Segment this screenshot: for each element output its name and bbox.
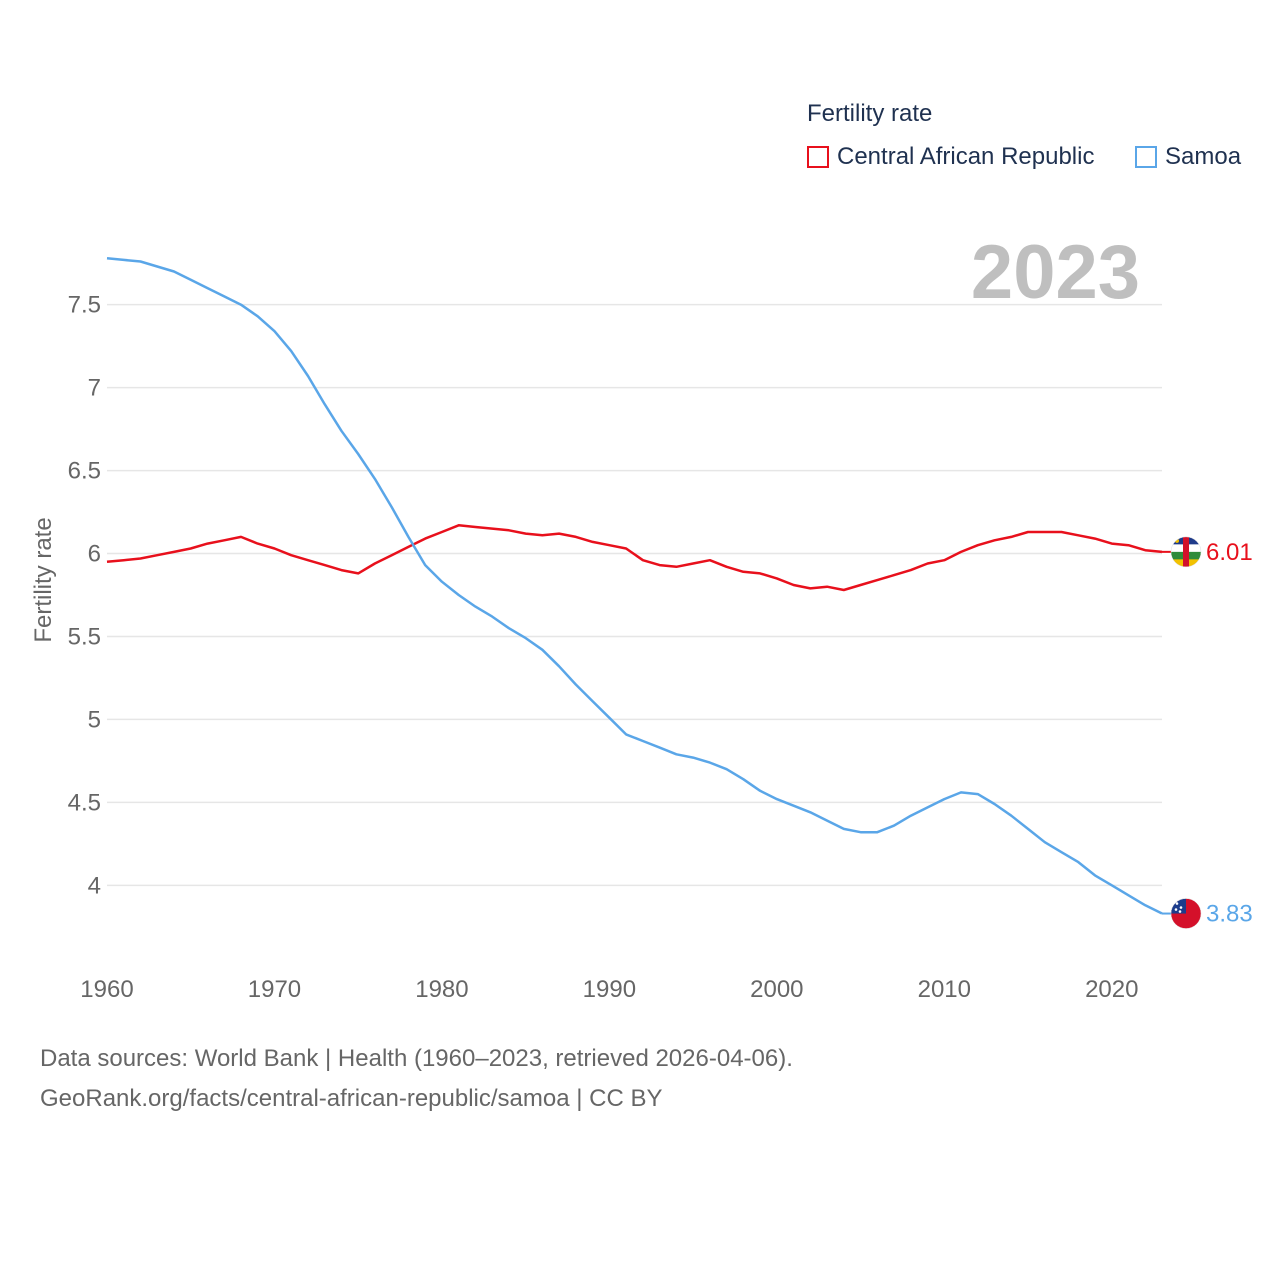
y-axis-title: Fertility rate (30, 517, 57, 642)
legend-label: Samoa (1165, 143, 1242, 170)
x-tick-label: 2000 (750, 976, 803, 1003)
y-tick-label: 6 (88, 541, 101, 568)
y-tick-label: 4 (88, 872, 101, 899)
legend-label: Central African Republic (837, 143, 1095, 170)
x-tick-label: 2010 (918, 976, 971, 1003)
y-tick-label: 7 (88, 375, 101, 402)
y-tick-label: 7.5 (68, 292, 101, 319)
source-url-license[interactable]: GeoRank.org/facts/central-african-republ… (40, 1085, 663, 1112)
x-tick-label: 1970 (248, 976, 301, 1003)
legend-swatch-blue (1135, 146, 1157, 168)
x-tick-label: 2020 (1085, 976, 1138, 1003)
y-tick-label: 5.5 (68, 623, 101, 650)
y-axis-tick-labels: 4 4.5 5 5.5 6 6.5 7 7.5 (68, 292, 101, 900)
x-tick-label: 1980 (415, 976, 468, 1003)
grid-lines (107, 303, 1162, 887)
year-watermark: 2023 (971, 230, 1140, 315)
y-tick-label: 5 (88, 706, 101, 733)
legend-item-central-african-republic[interactable]: Central African Republic (807, 143, 1094, 171)
end-markers: 6.01 3.83 (1162, 536, 1253, 929)
x-tick-label: 1990 (583, 976, 636, 1003)
series-line-samoa (106, 256, 1163, 915)
series-line-central-african-republic (106, 524, 1163, 592)
legend-swatch-red (807, 146, 829, 168)
legend-item-samoa[interactable]: Samoa (1135, 143, 1241, 171)
data-source-note: Data sources: World Bank | Health (1960–… (40, 1045, 793, 1072)
end-value-label: 3.83 (1206, 901, 1253, 928)
end-value-label: 6.01 (1206, 539, 1253, 566)
y-tick-label: 4.5 (68, 789, 101, 816)
y-tick-label: 6.5 (68, 458, 101, 485)
samoa-flag-icon (1170, 898, 1202, 929)
x-tick-label: 1960 (80, 976, 133, 1003)
series-layer (106, 256, 1163, 915)
x-axis-tick-labels: 1960 1970 1980 1990 2000 2010 2020 (80, 976, 1138, 1003)
central-african-republic-flag-icon (1170, 536, 1202, 568)
legend-title: Fertility rate (807, 100, 933, 127)
